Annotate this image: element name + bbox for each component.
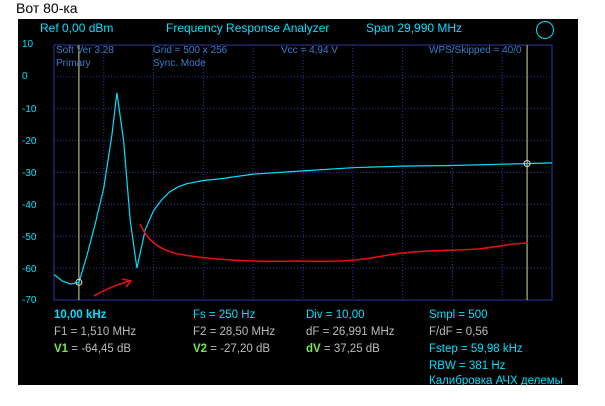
df-value: dF = 26,991 MHz	[306, 326, 395, 338]
vcc-info: Vcc = 4,94 V	[281, 45, 338, 56]
sync-mode: Sync. Mode	[153, 58, 206, 69]
y-tick-label: 0	[22, 71, 28, 82]
v1-value: = -64,45 dB	[71, 343, 132, 355]
v1-readout: V1 = -64,45 dB	[54, 343, 131, 355]
dv-readout: dV = 37,25 dB	[306, 343, 380, 355]
f1-marker-freq: F1 = 1,510 MHz	[54, 326, 137, 338]
marker-point-f2	[523, 160, 531, 168]
y-tick-label: -70	[22, 295, 37, 306]
mode-primary: Primary	[56, 58, 91, 69]
annotation-curve	[139, 223, 529, 263]
annotation-arrow-head	[121, 278, 133, 288]
dv-name: dV	[306, 343, 321, 355]
soft-version: Soft Ver 3.28	[56, 45, 114, 56]
app-title: Frequency Response Analyzer	[166, 21, 330, 35]
analyzer-screen: Ref 0,00 dBm Frequency Response Analyzer…	[18, 19, 578, 385]
ref-level-label: Ref 0,00 dBm	[40, 21, 114, 35]
div-value: Div = 10,00	[306, 309, 365, 321]
v2-value: = -27,20 dB	[210, 343, 271, 355]
span-label: Span 29,990 MHz	[366, 21, 463, 35]
y-tick-label: -30	[22, 168, 37, 179]
dv-value: = 37,25 dB	[323, 343, 380, 355]
y-tick-label: -50	[22, 232, 37, 243]
clock-icon[interactable]	[536, 21, 554, 39]
post-caption: Вот 80-ка	[16, 0, 78, 16]
fstep-value: Fstep = 59,98 kHz	[429, 343, 523, 355]
y-tick-label: 10	[22, 39, 34, 50]
y-tick-label: -60	[22, 264, 37, 275]
wps-info: WPS/Skipped = 40/0	[429, 45, 522, 56]
grid-info: Grid = 500 x 256	[153, 45, 228, 56]
v2-name: V2	[193, 343, 208, 355]
v2-readout: V2 = -27,20 dB	[193, 343, 270, 355]
y-tick-label: -20	[22, 136, 37, 147]
annotation-arrow	[93, 280, 131, 297]
calibration-note: Калибровка АЧХ делемы	[429, 375, 563, 385]
fs-value: Fs = 250 Hz	[193, 309, 256, 321]
smpl-value: Smpl = 500	[429, 309, 488, 321]
y-tick-label: -40	[22, 200, 37, 211]
response-plot[interactable]	[18, 19, 578, 385]
v1-name: V1	[54, 343, 69, 355]
f2-marker-freq: F2 = 28,50 MHz	[193, 326, 276, 338]
fdf-value: F/dF = 0,56	[429, 326, 489, 338]
rbw-value: RBW = 381 Hz	[429, 360, 506, 372]
y-tick-label: -10	[22, 104, 37, 115]
start-freq: 10,00 kHz	[54, 309, 107, 321]
response-trace	[53, 92, 553, 285]
marker-point-f1	[75, 278, 83, 286]
